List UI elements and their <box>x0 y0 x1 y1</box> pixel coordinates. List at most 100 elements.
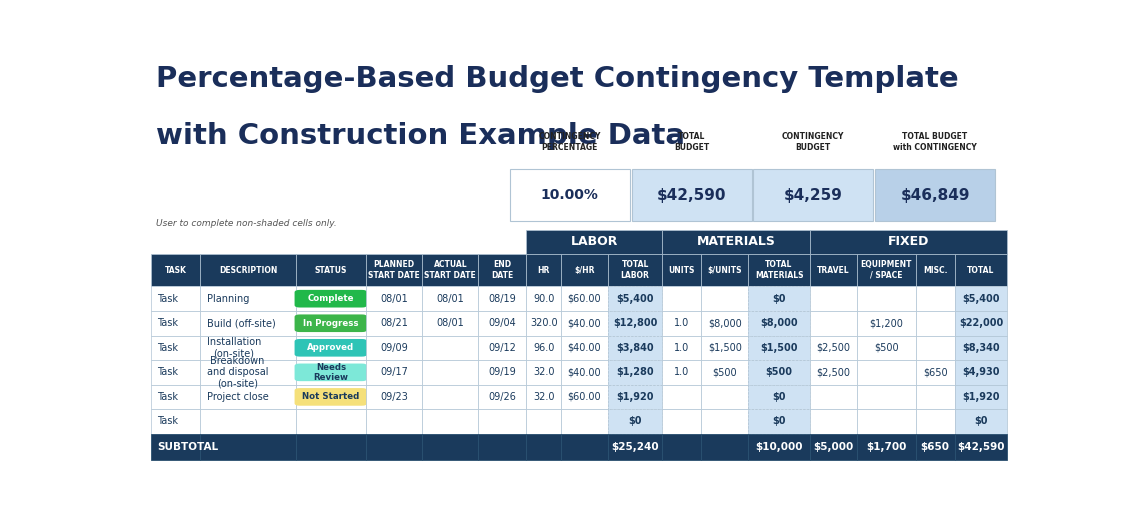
Text: 90.0: 90.0 <box>533 294 554 304</box>
FancyBboxPatch shape <box>422 360 478 385</box>
FancyBboxPatch shape <box>701 336 748 360</box>
Text: 1.0: 1.0 <box>674 343 689 353</box>
Text: FIXED: FIXED <box>888 235 929 248</box>
Text: $0: $0 <box>772 294 785 304</box>
FancyBboxPatch shape <box>810 254 857 287</box>
FancyBboxPatch shape <box>916 287 955 311</box>
FancyBboxPatch shape <box>857 254 916 287</box>
FancyBboxPatch shape <box>561 287 608 311</box>
FancyBboxPatch shape <box>526 336 561 360</box>
Text: $8,000: $8,000 <box>761 318 798 328</box>
FancyBboxPatch shape <box>478 311 526 336</box>
FancyBboxPatch shape <box>422 385 478 409</box>
FancyBboxPatch shape <box>366 434 422 460</box>
Text: TOTAL
BUDGET: TOTAL BUDGET <box>674 132 709 152</box>
Text: $1,700: $1,700 <box>866 442 907 452</box>
Text: $1,280: $1,280 <box>616 367 654 377</box>
FancyBboxPatch shape <box>422 409 478 434</box>
Text: $5,400: $5,400 <box>616 294 654 304</box>
FancyBboxPatch shape <box>916 311 955 336</box>
FancyBboxPatch shape <box>955 336 1008 360</box>
Text: $10,000: $10,000 <box>755 442 802 452</box>
FancyBboxPatch shape <box>526 287 561 311</box>
FancyBboxPatch shape <box>748 409 810 434</box>
Text: 32.0: 32.0 <box>533 392 554 402</box>
FancyBboxPatch shape <box>916 434 955 460</box>
FancyBboxPatch shape <box>701 360 748 385</box>
FancyBboxPatch shape <box>295 385 366 409</box>
FancyBboxPatch shape <box>608 287 662 311</box>
FancyBboxPatch shape <box>662 434 701 460</box>
FancyBboxPatch shape <box>608 336 662 360</box>
FancyBboxPatch shape <box>810 409 857 434</box>
Text: Task: Task <box>157 367 177 377</box>
Text: $1,920: $1,920 <box>616 392 654 402</box>
Text: $25,240: $25,240 <box>611 442 659 452</box>
FancyBboxPatch shape <box>295 360 366 385</box>
Text: $0: $0 <box>772 392 785 402</box>
Text: Installation
(on-site): Installation (on-site) <box>206 337 261 358</box>
FancyBboxPatch shape <box>810 360 857 385</box>
Text: CONTINGENCY
PERCENTAGE: CONTINGENCY PERCENTAGE <box>539 132 601 152</box>
FancyBboxPatch shape <box>295 336 366 360</box>
FancyBboxPatch shape <box>295 287 366 311</box>
FancyBboxPatch shape <box>150 230 201 254</box>
FancyBboxPatch shape <box>422 254 478 287</box>
FancyBboxPatch shape <box>701 311 748 336</box>
FancyBboxPatch shape <box>955 311 1008 336</box>
Text: CONTINGENCY
BUDGET: CONTINGENCY BUDGET <box>782 132 845 152</box>
Text: $500: $500 <box>712 367 737 377</box>
Text: $40.00: $40.00 <box>568 367 601 377</box>
Text: 08/01: 08/01 <box>436 294 465 304</box>
FancyBboxPatch shape <box>810 311 857 336</box>
Text: 08/19: 08/19 <box>488 294 516 304</box>
FancyBboxPatch shape <box>201 311 295 336</box>
Text: $5,400: $5,400 <box>963 294 1000 304</box>
FancyBboxPatch shape <box>857 336 916 360</box>
Text: 09/04: 09/04 <box>488 318 516 328</box>
Text: $22,000: $22,000 <box>959 318 1003 328</box>
Text: $1,920: $1,920 <box>963 392 1000 402</box>
Text: $1,500: $1,500 <box>708 343 742 353</box>
FancyBboxPatch shape <box>632 169 752 221</box>
FancyBboxPatch shape <box>748 311 810 336</box>
FancyBboxPatch shape <box>201 254 295 287</box>
FancyBboxPatch shape <box>366 254 422 287</box>
FancyBboxPatch shape <box>810 230 1008 254</box>
Text: $40.00: $40.00 <box>568 318 601 328</box>
FancyBboxPatch shape <box>201 385 295 409</box>
Text: 08/01: 08/01 <box>380 294 408 304</box>
Text: 1.0: 1.0 <box>674 318 689 328</box>
Text: 08/21: 08/21 <box>380 318 408 328</box>
FancyBboxPatch shape <box>201 360 295 385</box>
Text: TOTAL: TOTAL <box>967 266 994 275</box>
FancyBboxPatch shape <box>955 287 1008 311</box>
FancyBboxPatch shape <box>150 254 201 287</box>
FancyBboxPatch shape <box>748 360 810 385</box>
Text: with Construction Example Data: with Construction Example Data <box>156 122 684 150</box>
Text: Percentage-Based Budget Contingency Template: Percentage-Based Budget Contingency Temp… <box>156 65 958 93</box>
FancyBboxPatch shape <box>662 230 810 254</box>
FancyBboxPatch shape <box>366 409 422 434</box>
Text: Task: Task <box>157 318 177 328</box>
Text: SUBTOTAL: SUBTOTAL <box>157 442 218 452</box>
FancyBboxPatch shape <box>810 434 857 460</box>
Text: $40.00: $40.00 <box>568 343 601 353</box>
FancyBboxPatch shape <box>150 434 201 460</box>
FancyBboxPatch shape <box>857 434 916 460</box>
FancyBboxPatch shape <box>201 230 295 254</box>
Text: $1,200: $1,200 <box>870 318 903 328</box>
Text: $5,000: $5,000 <box>813 442 854 452</box>
FancyBboxPatch shape <box>478 360 526 385</box>
Text: 320.0: 320.0 <box>530 318 558 328</box>
FancyBboxPatch shape <box>366 360 422 385</box>
FancyBboxPatch shape <box>526 385 561 409</box>
FancyBboxPatch shape <box>295 339 367 357</box>
FancyBboxPatch shape <box>150 409 201 434</box>
Text: TOTAL BUDGET
with CONTINGENCY: TOTAL BUDGET with CONTINGENCY <box>893 132 977 152</box>
Text: $2,500: $2,500 <box>817 343 850 353</box>
FancyBboxPatch shape <box>526 254 561 287</box>
Text: $60.00: $60.00 <box>568 392 601 402</box>
FancyBboxPatch shape <box>561 409 608 434</box>
FancyBboxPatch shape <box>662 254 701 287</box>
